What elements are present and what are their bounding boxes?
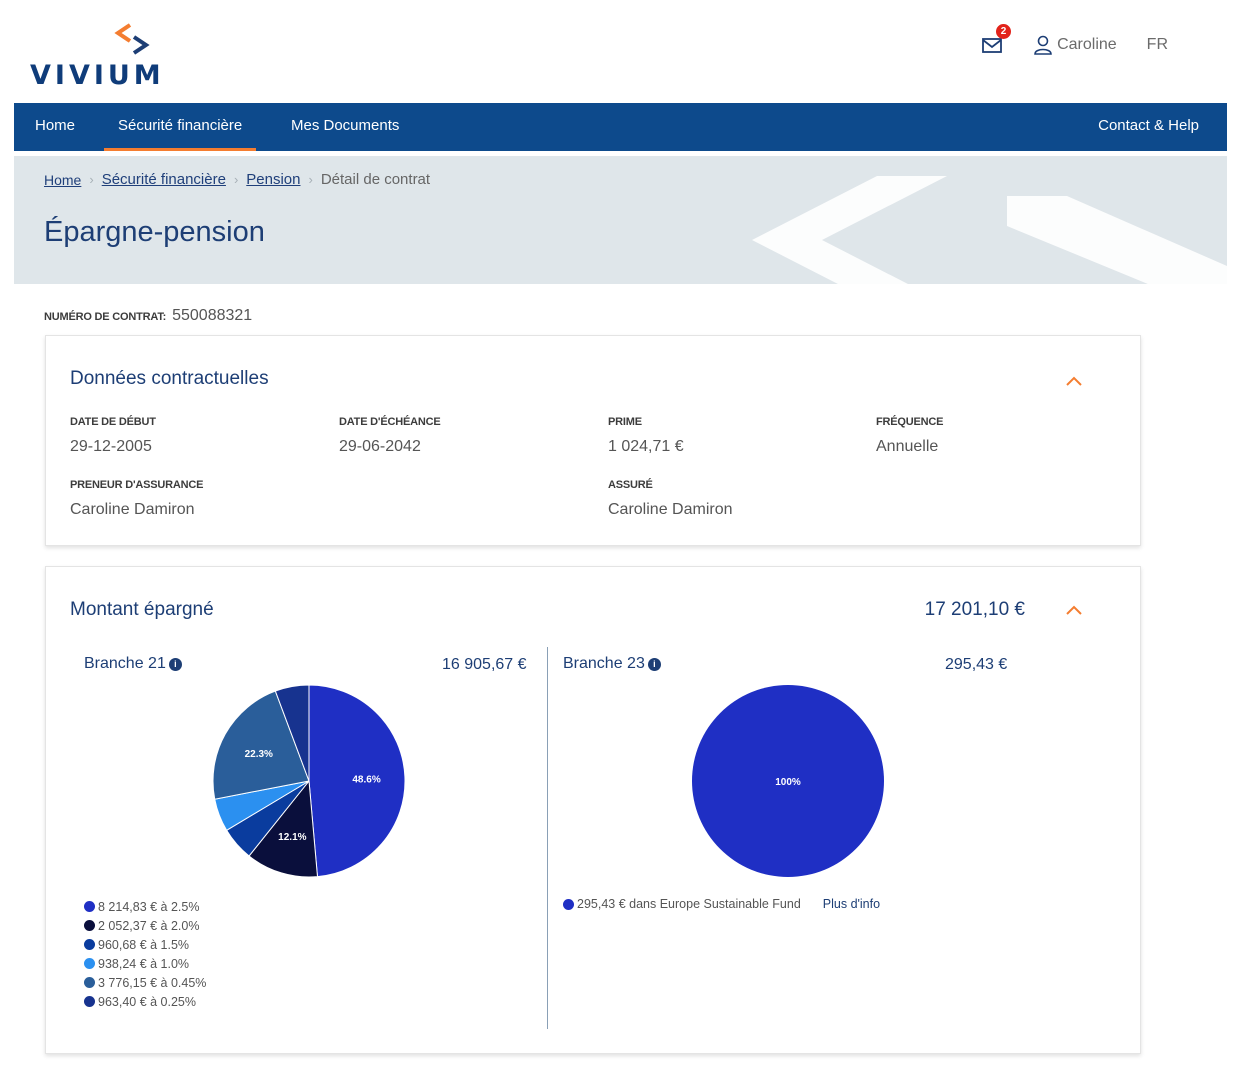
branch23-title: Branche 23 i	[563, 655, 661, 673]
branch21-pie-chart: 48.6% 12.1% 22.3%	[212, 684, 406, 878]
breadcrumb-separator-icon: ›	[233, 172, 239, 187]
pie-slice[interactable]	[248, 779, 319, 878]
savings-title: Montant épargné	[70, 599, 214, 620]
mail-button[interactable]: 2	[981, 24, 1012, 56]
language-switch[interactable]: FR	[1146, 36, 1168, 53]
logo-wordmark: VIVIUM	[30, 60, 165, 91]
branch-divider	[547, 647, 548, 1029]
header-actions: 2 Caroline FR	[981, 24, 1168, 62]
pie-slice[interactable]	[692, 685, 884, 877]
breadcrumb-home[interactable]: Home	[44, 171, 82, 188]
legend-item: 3 776,15 € à 0.45%	[84, 973, 206, 992]
pie-slice[interactable]	[308, 684, 406, 878]
pie-slice-label: 100%	[775, 777, 801, 788]
breadcrumb-current: Détail de contrat	[320, 171, 431, 188]
logo-mark-icon	[114, 23, 150, 55]
breadcrumb-separator-icon: ›	[308, 172, 313, 187]
breadcrumb: Home › Sécurité financière › Pension › D…	[44, 171, 430, 188]
chevron-up-icon[interactable]	[1066, 605, 1082, 615]
legend-item: 963,40 € à 0.25%	[84, 992, 206, 1011]
branch21-title: Branche 21 i	[84, 655, 182, 673]
user-icon	[1034, 35, 1052, 55]
info-icon[interactable]: i	[647, 657, 661, 671]
page-hero: Home › Sécurité financière › Pension › D…	[14, 156, 1227, 284]
pie-slice-label: 22.3%	[245, 749, 273, 760]
field-start-date: DATE DE DÉBUT 29-12-2005	[70, 416, 156, 455]
branch21-amount: 16 905,67 €	[442, 656, 527, 673]
mail-count-badge: 2	[996, 24, 1012, 39]
chevron-up-icon[interactable]	[1066, 376, 1082, 386]
hero-chevron-decoration	[752, 176, 1227, 284]
pie-slice-label: 12.1%	[278, 832, 306, 843]
savings-total: 17 201,10 €	[924, 599, 1025, 620]
breadcrumb-separator-icon: ›	[89, 172, 94, 187]
page-title: Épargne-pension	[44, 216, 265, 248]
nav-item-contact-help[interactable]: Contact & Help	[1098, 117, 1199, 134]
breadcrumb-pension[interactable]: Pension	[246, 171, 301, 188]
field-end-date: DATE D'ÉCHÉANCE 29-06-2042	[339, 416, 441, 455]
contract-number-value: 550088321	[172, 307, 253, 324]
legend-item: 960,68 € à 1.5%	[84, 935, 206, 954]
pie-slice[interactable]	[274, 684, 310, 782]
legend-item-text: 295,43 € dans Europe Sustainable Fund	[577, 897, 801, 911]
info-icon[interactable]: i	[168, 657, 182, 671]
more-info-link[interactable]: Plus d'info	[822, 897, 881, 911]
field-frequency: FRÉQUENCE Annuelle	[876, 416, 944, 455]
branch21-legend: 8 214,83 € à 2.5% 2 052,37 € à 2.0% 960,…	[84, 897, 206, 1011]
pie-slice-label: 48.6%	[352, 774, 380, 785]
contract-number: NUMÉRO DE CONTRAT: 550088321	[44, 307, 252, 325]
user-menu[interactable]: Caroline	[1033, 35, 1117, 55]
savings-card: Montant épargné 17 201,10 € Branche 21 i…	[45, 566, 1141, 1054]
legend-item: 8 214,83 € à 2.5%	[84, 897, 206, 916]
mail-icon	[982, 38, 1002, 53]
contract-data-title: Données contractuelles	[70, 368, 269, 389]
legend-item: 938,24 € à 1.0%	[84, 954, 206, 973]
field-premium: PRIME 1 024,71 €	[608, 416, 684, 455]
nav-item-mes-documents[interactable]: Mes Documents	[291, 117, 400, 134]
contract-data-card: Données contractuelles DATE DE DÉBUT 29-…	[45, 335, 1141, 546]
legend-dot	[563, 898, 574, 910]
vivium-logo[interactable]: VIVIUM	[30, 22, 180, 91]
field-insured: ASSURÉ Caroline Damiron	[608, 479, 733, 518]
contract-number-label: NUMÉRO DE CONTRAT:	[44, 311, 167, 323]
branch23-legend: 295,43 € dans Europe Sustainable Fund Pl…	[563, 897, 880, 911]
user-name: Caroline	[1057, 36, 1117, 53]
main-nav: Home Sécurité financière Mes Documents C…	[14, 103, 1227, 151]
breadcrumb-securite-financiere[interactable]: Sécurité financière	[101, 171, 226, 188]
branch23-amount: 295,43 €	[945, 656, 1008, 673]
nav-item-securite-financiere[interactable]: Sécurité financière	[104, 103, 257, 151]
nav-item-home[interactable]: Home	[35, 117, 76, 134]
branch23-pie-chart: 100%	[692, 685, 884, 877]
field-policyholder: PRENEUR D'ASSURANCE Caroline Damiron	[70, 479, 204, 518]
legend-item: 2 052,37 € à 2.0%	[84, 916, 206, 935]
